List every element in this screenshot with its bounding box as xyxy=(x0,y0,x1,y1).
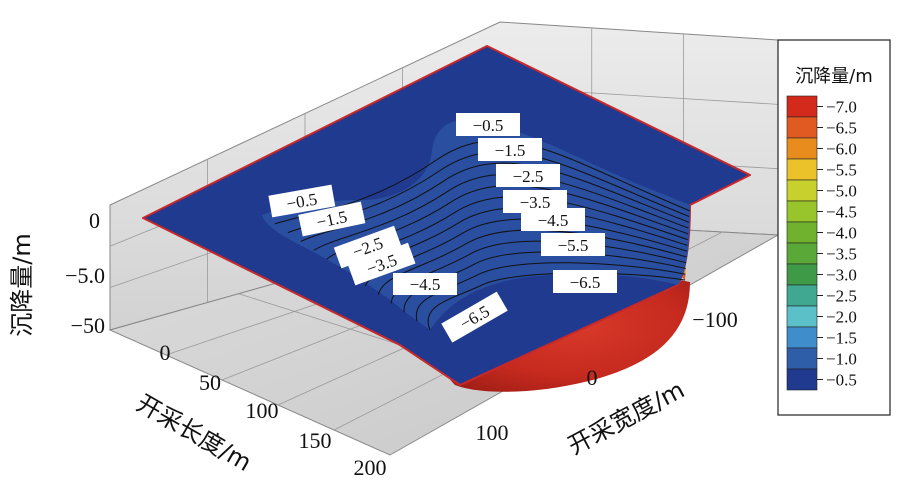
legend-swatch xyxy=(786,263,818,286)
contour-label-box xyxy=(478,138,542,161)
legend-swatch xyxy=(786,116,818,139)
z-tick-label: −50 xyxy=(71,313,105,338)
legend-level-label: −2.0 xyxy=(826,308,857,327)
contour-label-box xyxy=(298,201,366,237)
y-tick-label: −100 xyxy=(692,307,737,332)
legend-swatch xyxy=(786,200,818,223)
legend-swatch xyxy=(786,326,818,349)
x-tick-label: 50 xyxy=(199,370,221,395)
x-tick-label: 100 xyxy=(246,398,279,423)
legend-title: 沉降量/m xyxy=(795,66,873,87)
contour-label: −0.5 xyxy=(456,113,520,136)
legend-level-label: −6.0 xyxy=(826,140,857,159)
z-tick-label: −5.0 xyxy=(65,263,105,288)
contour-label-box xyxy=(541,233,605,256)
contour-label: −5.5 xyxy=(541,233,605,256)
legend-level-label: −2.5 xyxy=(826,287,857,306)
contour-label-box xyxy=(456,113,520,136)
x-tick-label: 0 xyxy=(160,340,171,365)
contour-label-text: −1.5 xyxy=(495,141,526,160)
x-tick-label: 150 xyxy=(299,428,332,453)
legend-level-label: −7.0 xyxy=(826,98,857,117)
legend-swatch xyxy=(786,368,818,391)
legend-swatch xyxy=(786,179,818,202)
contour-label-text: −4.5 xyxy=(538,211,569,230)
z-axis-label: 沉降量/m xyxy=(8,233,36,336)
contour-line xyxy=(415,262,686,322)
legend-level-label: −3.0 xyxy=(826,266,857,285)
legend-swatch xyxy=(786,158,818,181)
contour-label: −4.5 xyxy=(393,273,457,295)
legend-swatch xyxy=(786,242,818,265)
contour-label: −0.5 xyxy=(268,184,336,218)
contour-line xyxy=(313,173,689,251)
legend: 沉降量/m −7.0 −6.5 −6.0 −5.5 −5.0 −4.5 −4.0 −3.5 −3… xyxy=(777,39,891,416)
contour-label-box xyxy=(333,225,402,269)
legend-level-label: −5.5 xyxy=(826,161,857,180)
x-tick-label: 200 xyxy=(354,455,387,480)
legend-level-label: −3.5 xyxy=(826,245,857,264)
x-axis-label: 开采长度/m xyxy=(132,389,256,477)
contour-line xyxy=(427,272,686,331)
legend-level-label: −1.0 xyxy=(826,350,857,369)
legend-swatch xyxy=(786,284,818,307)
y-tick-label: 0 xyxy=(587,365,598,390)
contour-labels: −0.5−1.5−2.5−3.5−4.5−6.5−0.5−1.5−2.5−3.5… xyxy=(268,113,617,343)
contour-label-text: −3.5 xyxy=(520,193,551,212)
contour-label-box xyxy=(347,242,416,286)
contour-lines xyxy=(274,140,690,331)
legend-level-label: −6.5 xyxy=(826,119,857,138)
contour-label: −3.5 xyxy=(503,190,567,213)
y-axis-ticks: −100 0 100 xyxy=(476,307,738,445)
contour-label-box xyxy=(441,291,508,343)
legend-swatch xyxy=(786,305,818,328)
legend-level-label: −0.5 xyxy=(826,371,857,390)
contour-label-box xyxy=(268,184,336,218)
contour-label-box xyxy=(393,273,457,295)
z-axis-ticks: 0 −5.0 −50 xyxy=(65,208,105,338)
contour-label-box xyxy=(521,208,585,231)
contour-label: −2.5 xyxy=(496,164,560,187)
legend-level-label: −4.0 xyxy=(826,224,857,243)
legend-level-label: −5.0 xyxy=(826,182,857,201)
contour-label-text: −4.5 xyxy=(410,275,441,294)
legend-swatch xyxy=(786,95,818,118)
legend-swatch xyxy=(786,221,818,244)
y-tick-label: 100 xyxy=(476,420,509,445)
contour-label: −1.5 xyxy=(478,138,542,161)
contour-label-box xyxy=(503,190,567,213)
x-axis-ticks: 0 50 100 150 200 xyxy=(160,340,387,480)
contour-label: −6.5 xyxy=(553,270,617,293)
legend-level-label: −1.5 xyxy=(826,329,857,348)
legend-swatch xyxy=(786,137,818,160)
legend-swatch xyxy=(786,347,818,370)
contour-label-text: −2.5 xyxy=(513,167,544,186)
legend-items: −7.0 −6.5 −6.0 −5.5 −5.0 −4.5 −4.0 −3.5 −3.0 −2.5… xyxy=(786,95,857,391)
contour-label-box xyxy=(496,164,560,187)
contour-label: −1.5 xyxy=(298,201,366,237)
contour-label-text: −5.5 xyxy=(558,236,589,255)
z-tick-label: 0 xyxy=(89,208,100,233)
contour-label-text: −6.5 xyxy=(570,273,601,292)
contour-label: −4.5 xyxy=(521,208,585,231)
contour-label-text: −0.5 xyxy=(473,116,504,135)
contour-label-box xyxy=(553,270,617,293)
y-axis-label: 开采宽度/m xyxy=(563,376,689,461)
legend-level-label: −4.5 xyxy=(826,203,857,222)
